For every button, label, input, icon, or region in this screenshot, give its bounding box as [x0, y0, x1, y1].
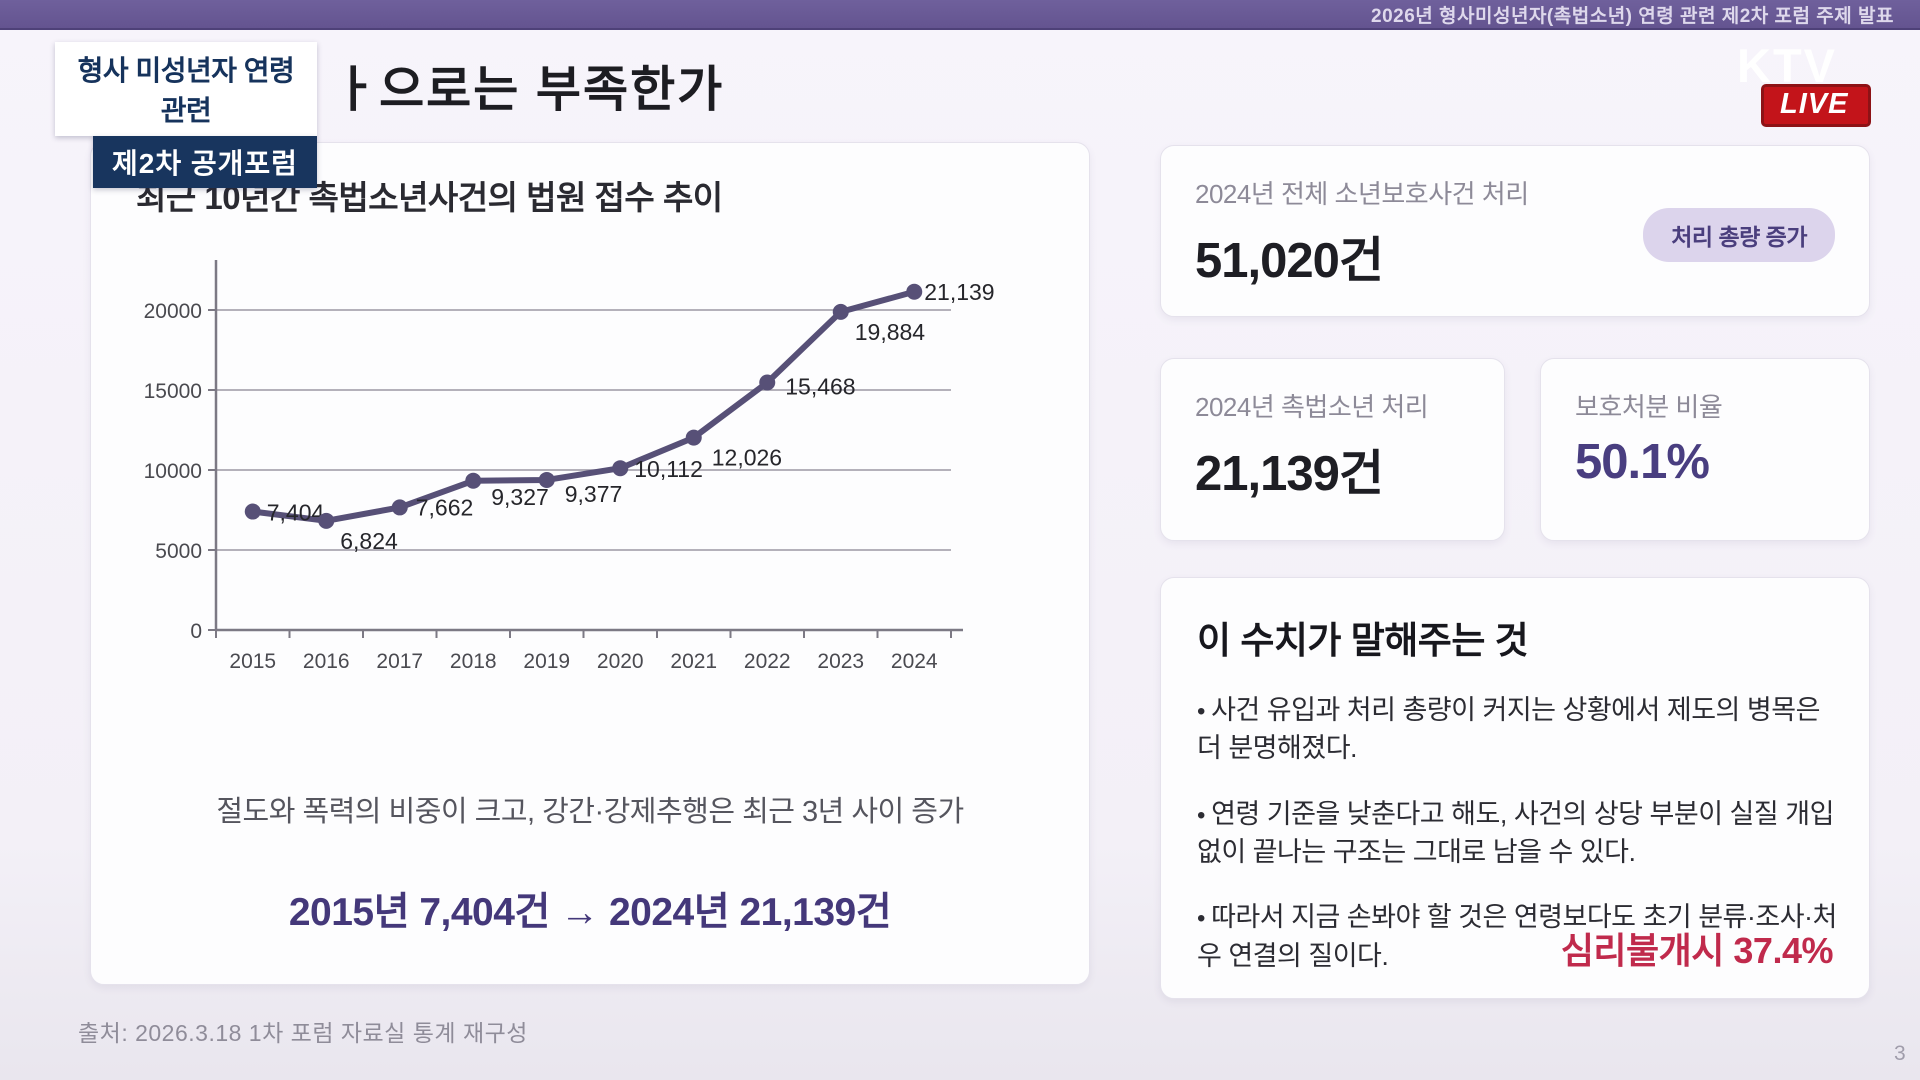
insight-title: 이 수치가 말해주는 것 — [1197, 620, 1529, 661]
forum-badge-topic: 형사 미성년자 연령 관련 — [55, 42, 317, 136]
insight-bullet-list: 사건 유입과 처리 총량이 커지는 상황에서 제도의 병목은 더 분명해졌다. … — [1197, 691, 1837, 975]
stat-value: 21,139건 — [1195, 447, 1384, 501]
insight-bullet: 연령 기준을 낮춘다고 해도, 사건의 상당 부분이 실질 개입 없이 끝나는 … — [1197, 795, 1847, 872]
svg-text:2022: 2022 — [744, 650, 791, 673]
svg-text:2019: 2019 — [523, 650, 570, 673]
chart-card: 최근 10년간 촉법소년사건의 법원 접수 추이 0 5000 10000 15000… — [90, 142, 1090, 985]
svg-text:2015: 2015 — [229, 650, 276, 673]
svg-text:6,824: 6,824 — [340, 528, 398, 554]
line-chart-container: 0 5000 10000 15000 20000 2015 2016 2017 2018 2019… — [121, 235, 1021, 680]
svg-text:2020: 2020 — [597, 650, 644, 673]
svg-text:7,662: 7,662 — [416, 494, 474, 520]
svg-text:9,377: 9,377 — [565, 481, 623, 507]
stat-card-total-cases: 2024년 전체 소년보호사건 처리 51,020건 처리 총량 증가 — [1160, 145, 1870, 317]
broadcast-topbar: 2026년 형사미성년자(촉법소년) 연령 관련 제2차 포럼 주제 발표 — [0, 0, 1920, 30]
insight-bullet: 따라서 지금 손봐야 할 것은 연령보다도 초기 분류·조사·처우 연결의 질이… — [1197, 898, 1847, 975]
insight-bullet: 사건 유입과 처리 총량이 커지는 상황에서 제도의 병목은 더 분명해졌다. — [1197, 691, 1847, 768]
stat-card-protection-ratio: 보호처분 비율 50.1% — [1540, 358, 1870, 541]
insight-highlight-stat: 심리불개시 37.4% — [1560, 930, 1834, 971]
forum-badge: 형사 미성년자 연령 관련 제2차 공개포럼 — [55, 42, 317, 188]
svg-text:12,026: 12,026 — [712, 445, 782, 471]
slide-title: ㅏ으로는 부족한가 — [332, 63, 725, 117]
forum-badge-session: 제2차 공개포럼 — [93, 136, 317, 188]
stat-label: 2024년 촉법소년 처리 — [1195, 392, 1429, 422]
svg-text:2024: 2024 — [891, 650, 938, 673]
svg-text:19,884: 19,884 — [855, 319, 926, 345]
svg-text:10000: 10000 — [144, 460, 202, 483]
svg-text:5000: 5000 — [155, 540, 202, 563]
broadcast-ticker-text: 2026년 형사미성년자(촉법소년) 연령 관련 제2차 포럼 주제 발표 — [1371, 5, 1894, 27]
stat-label: 보호처분 비율 — [1575, 392, 1723, 422]
svg-text:15000: 15000 — [144, 380, 202, 403]
status-badge: 처리 총량 증가 — [1643, 208, 1835, 262]
svg-text:7,404: 7,404 — [267, 500, 325, 526]
page-number: 3 — [1894, 1042, 1906, 1065]
svg-text:2021: 2021 — [670, 650, 717, 673]
svg-text:2018: 2018 — [450, 650, 497, 673]
svg-text:9,327: 9,327 — [491, 484, 549, 510]
svg-text:10,112: 10,112 — [634, 456, 703, 482]
stat-label: 2024년 전체 소년보호사건 처리 — [1195, 179, 1529, 209]
insight-card: 이 수치가 말해주는 것 사건 유입과 처리 총량이 커지는 상황에서 제도의 … — [1160, 577, 1870, 999]
svg-text:21,139: 21,139 — [924, 279, 994, 305]
ktv-channel-logo: KTV — [1737, 39, 1837, 92]
source-note: 출처: 2026.3.18 1차 포럼 자료실 통계 재구성 — [78, 1020, 528, 1046]
stat-value: 50.1% — [1575, 435, 1710, 489]
svg-text:2023: 2023 — [817, 650, 864, 673]
svg-text:0: 0 — [190, 620, 202, 643]
svg-text:2016: 2016 — [303, 650, 350, 673]
trend-chart: 0 5000 10000 15000 20000 2015 2016 2017 2018 2019… — [144, 260, 995, 673]
live-badge: LIVE — [1761, 84, 1872, 127]
svg-text:15,468: 15,468 — [785, 374, 855, 400]
stat-value: 51,020건 — [1195, 234, 1384, 288]
svg-text:2017: 2017 — [376, 650, 423, 673]
chart-caption: 절도와 폭력의 비중이 크고, 강간·강제추행은 최근 3년 사이 증가 — [216, 796, 964, 828]
chart-highlight: 2015년 7,404건 → 2024년 21,139건 — [288, 891, 892, 934]
svg-text:20000: 20000 — [144, 300, 202, 323]
stat-card-chokbeop: 2024년 촉법소년 처리 21,139건 — [1160, 358, 1505, 541]
